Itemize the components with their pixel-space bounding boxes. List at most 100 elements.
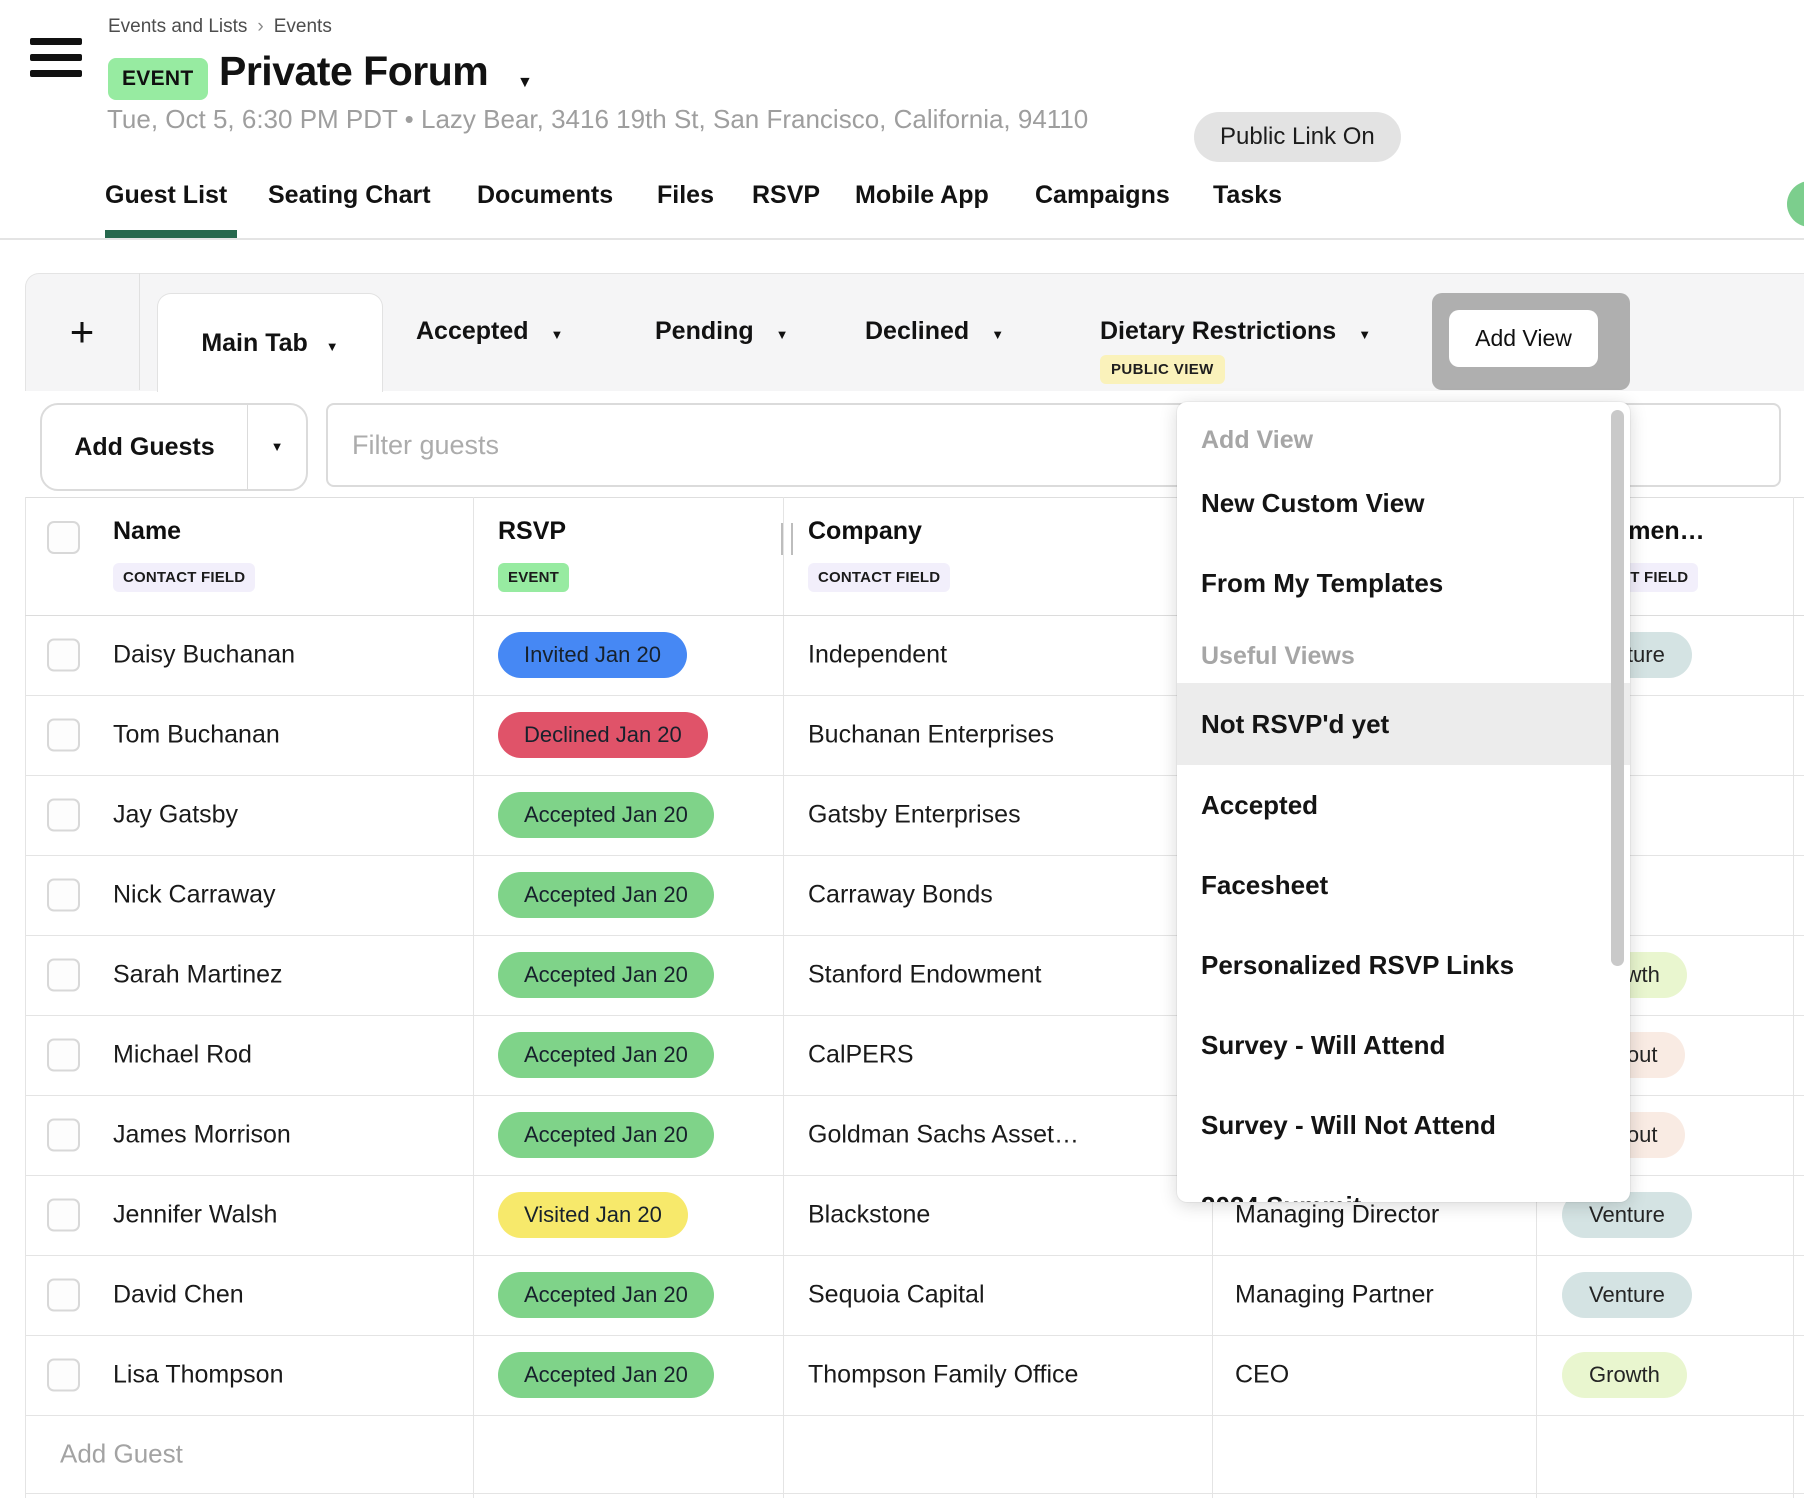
guest-position: Managing Partner (1235, 1280, 1434, 1309)
public-view-badge: PUBLIC VIEW (1100, 355, 1225, 384)
breadcrumb-events-and-lists[interactable]: Events and Lists (108, 16, 248, 37)
column-border (1793, 497, 1794, 1498)
guest-company: Thompson Family Office (808, 1360, 1079, 1389)
rsvp-status-badge[interactable]: Accepted Jan 20 (498, 1112, 714, 1158)
row-checkbox[interactable] (47, 958, 80, 992)
column-border (473, 497, 474, 1498)
table-row: Tom Buchanan Declined Jan 20 Buchanan En… (25, 695, 1804, 776)
guest-company: Stanford Endowment (808, 960, 1042, 989)
tab-documents[interactable]: Documents (477, 181, 614, 209)
row-checkbox[interactable] (47, 718, 80, 752)
rsvp-status-badge[interactable]: Accepted Jan 20 (498, 792, 714, 838)
tab-rsvp[interactable]: RSVP (752, 181, 821, 209)
add-view-tab-button[interactable]: + (25, 273, 140, 390)
view-tab-pending[interactable]: Pending (655, 273, 788, 390)
add-view-button[interactable]: Add View (1449, 310, 1598, 367)
chevron-down-icon[interactable] (776, 317, 789, 346)
column-resize-handle[interactable] (781, 523, 793, 555)
column-header-rsvp[interactable]: RSVP (498, 517, 567, 545)
column-header-company[interactable]: Company (808, 517, 922, 545)
column-header-name[interactable]: Name (113, 517, 182, 545)
investment-tag[interactable]: Venture (1562, 1272, 1692, 1318)
investment-tag[interactable]: Growth (1562, 1352, 1687, 1398)
view-tab-pending-label: Pending (655, 317, 754, 345)
row-checkbox[interactable] (47, 638, 80, 672)
menu-item-facesheet[interactable]: Facesheet (1201, 870, 1329, 900)
add-guest-placeholder[interactable]: Add Guest (60, 1438, 183, 1469)
guest-name: Tom Buchanan (113, 720, 280, 749)
row-checkbox[interactable] (47, 1358, 80, 1392)
chevron-down-icon[interactable] (517, 74, 533, 92)
hamburger-menu-icon[interactable] (30, 38, 82, 78)
view-tab-declined[interactable]: Declined (865, 273, 1004, 390)
rsvp-status-badge[interactable]: Accepted Jan 20 (498, 952, 714, 998)
row-checkbox[interactable] (47, 1118, 80, 1152)
breadcrumb-events[interactable]: Events (273, 16, 332, 37)
table-border (25, 497, 26, 1498)
menu-item-survey-will-not-attend[interactable]: Survey - Will Not Attend (1201, 1110, 1496, 1140)
tab-files[interactable]: Files (657, 181, 714, 209)
row-checkbox[interactable] (47, 1038, 80, 1072)
view-tab-dietary-restrictions[interactable]: Dietary Restrictions (1100, 273, 1371, 390)
view-tab-accepted[interactable]: Accepted (416, 273, 563, 390)
tab-tasks[interactable]: Tasks (1213, 181, 1283, 209)
view-tab-main-label: Main Tab (201, 328, 308, 357)
menu-item-accepted[interactable]: Accepted (1201, 790, 1319, 820)
row-checkbox[interactable] (47, 1278, 80, 1312)
chevron-down-icon[interactable] (1358, 317, 1371, 346)
row-checkbox[interactable] (47, 798, 80, 832)
add-guests-split-button[interactable]: Add Guests (40, 403, 308, 491)
guest-name: James Morrison (113, 1120, 291, 1149)
rsvp-status-badge[interactable]: Invited Jan 20 (498, 632, 687, 678)
page-title: Private Forum (219, 48, 489, 94)
menu-scrollbar-thumb[interactable] (1611, 410, 1624, 966)
row-checkbox[interactable] (47, 878, 80, 912)
guest-name: Sarah Martinez (113, 960, 283, 989)
menu-section-useful-views: Useful Views (1201, 642, 1355, 670)
menu-item-2024-summit[interactable]: 2024 Summit (1201, 1183, 1586, 1202)
chevron-down-icon[interactable] (551, 317, 564, 346)
rsvp-status-badge[interactable]: Accepted Jan 20 (498, 1272, 714, 1318)
add-view-button-focus-ring: Add View (1432, 293, 1630, 390)
menu-item-new-custom-view[interactable]: New Custom View (1201, 488, 1425, 518)
menu-item-survey-will-attend[interactable]: Survey - Will Attend (1201, 1030, 1446, 1060)
tab-guest-list[interactable]: Guest List (105, 181, 228, 209)
chevron-down-icon[interactable] (326, 329, 339, 358)
add-guests-button[interactable]: Add Guests (74, 432, 215, 461)
guest-name: Nick Carraway (113, 880, 276, 909)
guest-company: Carraway Bonds (808, 880, 993, 909)
guest-company: Buchanan Enterprises (808, 720, 1054, 749)
rsvp-status-badge[interactable]: Declined Jan 20 (498, 712, 708, 758)
menu-item-from-my-templates[interactable]: From My Templates (1201, 568, 1444, 598)
rsvp-status-badge[interactable]: Accepted Jan 20 (498, 872, 714, 918)
column-type-badge: CONTACT FIELD (808, 563, 951, 592)
table-header-row: Name CONTACT FIELD RSVP EVENT Company CO… (25, 497, 1804, 616)
guest-company: Goldman Sachs Asset… (808, 1120, 1079, 1149)
guest-name: Jennifer Walsh (113, 1200, 278, 1229)
view-tab-dietary-label: Dietary Restrictions (1100, 317, 1337, 345)
menu-item-personalized-rsvp-links[interactable]: Personalized RSVP Links (1201, 950, 1515, 980)
chevron-down-icon[interactable] (991, 317, 1004, 346)
table-row: Nick Carraway Accepted Jan 20 Carraway B… (25, 855, 1804, 936)
tab-seating-chart[interactable]: Seating Chart (268, 181, 431, 209)
guest-name: Jay Gatsby (113, 800, 239, 829)
column-type-badge: CONTACT FIELD (113, 563, 256, 592)
help-fab-button[interactable] (1787, 181, 1804, 227)
rsvp-status-badge[interactable]: Accepted Jan 20 (498, 1352, 714, 1398)
menu-item-not-rsvpd-yet[interactable]: Not RSVP'd yet (1201, 709, 1390, 739)
add-guest-row[interactable]: Add Guest (25, 1415, 1804, 1494)
rsvp-status-badge[interactable]: Visited Jan 20 (498, 1192, 688, 1238)
tab-mobile-app[interactable]: Mobile App (855, 181, 989, 209)
add-guests-dropdown-toggle[interactable] (248, 405, 306, 489)
table-row: Lisa Thompson Accepted Jan 20 Thompson F… (25, 1335, 1804, 1416)
breadcrumb: Events and Lists › Events (108, 16, 332, 38)
select-all-checkbox[interactable] (47, 521, 80, 554)
event-date-location: Tue, Oct 5, 6:30 PM PDT • Lazy Bear, 341… (107, 104, 1089, 134)
public-link-badge[interactable]: Public Link On (1194, 112, 1401, 162)
view-tab-accepted-label: Accepted (416, 317, 529, 345)
view-tab-main[interactable]: Main Tab (157, 293, 383, 392)
tab-campaigns[interactable]: Campaigns (1035, 181, 1170, 209)
rsvp-status-badge[interactable]: Accepted Jan 20 (498, 1032, 714, 1078)
row-checkbox[interactable] (47, 1198, 80, 1232)
table-row: Jay Gatsby Accepted Jan 20 Gatsby Enterp… (25, 775, 1804, 856)
